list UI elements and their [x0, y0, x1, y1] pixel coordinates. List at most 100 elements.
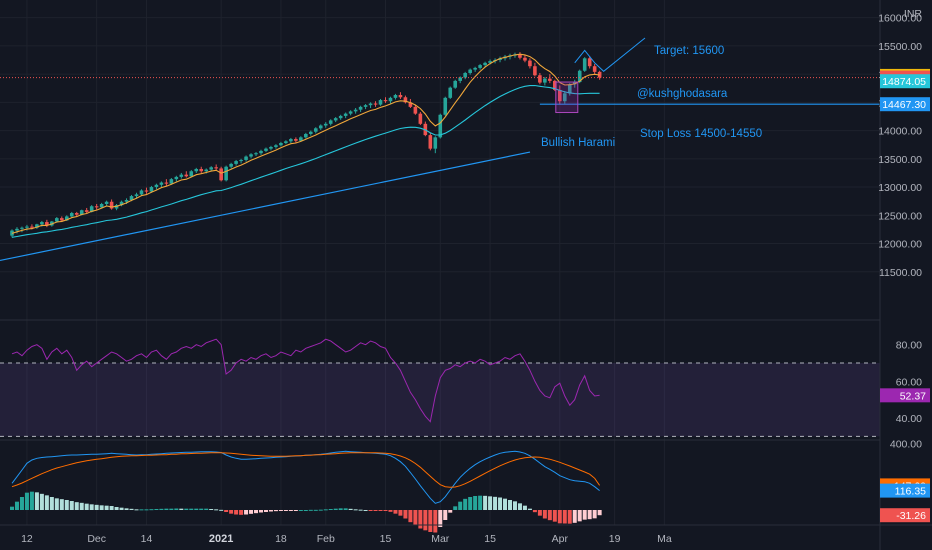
candle-body-77 [393, 95, 398, 98]
macd-hist-bar-78 [398, 510, 403, 516]
macd-hist-bar-46 [239, 510, 244, 515]
candle-body-54 [279, 143, 283, 146]
macd-hist-bar-20 [109, 506, 114, 510]
candle-body-13 [74, 213, 79, 215]
candle-body-32 [169, 179, 174, 184]
candle-body-6 [40, 222, 44, 225]
macd-hist-bar-33 [174, 508, 179, 510]
macd-hist-bar-81 [413, 510, 418, 526]
rsi-badge: 52.37 [880, 388, 930, 403]
candle-body-66 [338, 115, 343, 119]
candle-body-5 [35, 224, 39, 228]
candle-body-40 [209, 167, 213, 170]
macd-hist-bar-100 [508, 500, 512, 510]
macd-hist-bar-59 [303, 510, 308, 511]
candle-body-64 [328, 120, 333, 124]
rsi-badge-bg [880, 388, 930, 403]
macd-hist-bar-1 [14, 501, 19, 510]
candle-body-67 [343, 113, 348, 116]
ema-layer [11, 53, 600, 238]
candle-body-58 [299, 137, 303, 141]
macd-hist-bar-108 [547, 510, 552, 521]
candle-body-102 [518, 54, 522, 58]
price-badge-3-text: 14467.30 [882, 99, 926, 111]
macd-hist-bar-19 [104, 505, 109, 510]
macd-hist-bar-39 [204, 508, 209, 510]
candle-body-114 [577, 70, 582, 83]
time-axis[interactable]: 12 Dec 14 2021 18 Feb 15 Mar 15 Apr 19 Ma [21, 533, 672, 545]
candle-body-59 [304, 133, 308, 138]
price-badge-2-bg [880, 74, 930, 89]
macd-hist-bar-70 [358, 509, 363, 511]
candle-body-43 [224, 166, 228, 181]
macd-hist-bar-9 [54, 498, 59, 510]
candle-body-45 [234, 161, 238, 164]
candle-body-35 [184, 174, 189, 177]
candle-body-92 [468, 69, 472, 73]
candle-body-93 [473, 67, 477, 70]
macd-hist-bar-2 [19, 497, 24, 510]
candle-body-9 [55, 218, 59, 222]
price-tick-1: 15500.00 [878, 41, 922, 53]
macd-hist-bar-57 [293, 510, 298, 511]
candle-body-11 [64, 216, 69, 221]
macd-hist-bar-62 [318, 509, 323, 511]
macd-hist-bar-47 [244, 510, 249, 515]
price-tick-8: 12000.00 [878, 239, 922, 251]
price-axis[interactable]: INR16000.0015500.0015000.0014500.0014000… [878, 8, 930, 522]
time-tick-10: 19 [609, 533, 621, 545]
candle-body-51 [264, 148, 268, 151]
macd-badge-1: 116.35 [880, 483, 930, 498]
macd-hist-bar-88 [448, 510, 453, 513]
macd-hist-bar-94 [478, 495, 483, 510]
candle-body-16 [89, 206, 94, 212]
macd-hist-bar-92 [468, 497, 473, 510]
macd-hist-bar-3 [24, 492, 29, 510]
candle-body-22 [119, 201, 124, 206]
macd-hist-bar-45 [234, 510, 239, 515]
macd-hist-bar-98 [498, 497, 503, 510]
macd-hist-bar-104 [527, 508, 532, 510]
candle-body-85 [433, 137, 438, 149]
macd-badge-1-text: 116.35 [895, 486, 926, 498]
macd-hist-bar-24 [129, 508, 134, 510]
candle-body-103 [523, 57, 527, 61]
macd-hist-bar-87 [443, 510, 448, 520]
rsi-tick-0: 80.00 [896, 340, 922, 352]
macd-hist-bar-60 [308, 509, 313, 511]
candle-body-75 [383, 100, 388, 102]
macd-hist-bar-56 [288, 510, 293, 511]
macd-hist-bar-52 [268, 510, 273, 512]
macd-hist-bar-103 [522, 505, 527, 510]
macd-hist-bar-82 [418, 510, 423, 529]
harami-box [555, 81, 579, 114]
time-tick-8: 15 [484, 533, 496, 545]
macd-hist-bar-48 [249, 510, 254, 514]
macd-hist-bar-84 [428, 510, 433, 532]
macd-hist-bar-93 [473, 496, 478, 510]
candle-body-104 [528, 60, 532, 67]
candle-body-23 [124, 200, 129, 202]
candle-body-86 [438, 114, 443, 138]
macd-hist-bar-68 [348, 508, 353, 510]
macd-hist-bar-80 [408, 510, 413, 523]
macd-hist-bar-101 [512, 501, 517, 510]
macd-hist-bar-36 [189, 508, 194, 510]
candle-body-63 [323, 123, 328, 126]
candle-body-69 [353, 109, 358, 112]
macd-hist-bar-118 [597, 510, 602, 516]
candle-body-28 [149, 187, 154, 192]
macd-hist-bar-114 [577, 510, 582, 522]
macd-hist-bar-99 [503, 498, 508, 510]
macd-hist-bar-79 [403, 510, 408, 519]
candle-body-57 [294, 139, 298, 141]
price-badge-2: 14874.05 [880, 74, 930, 89]
macd-hist-bar-30 [159, 508, 164, 510]
macd-hist-bar-90 [458, 501, 463, 510]
macd-hist-bar-66 [338, 508, 343, 510]
macd-layer [10, 450, 602, 533]
macd-hist-bar-12 [69, 501, 74, 510]
macd-hist-bar-91 [463, 498, 468, 510]
macd-hist-bar-111 [562, 510, 567, 524]
